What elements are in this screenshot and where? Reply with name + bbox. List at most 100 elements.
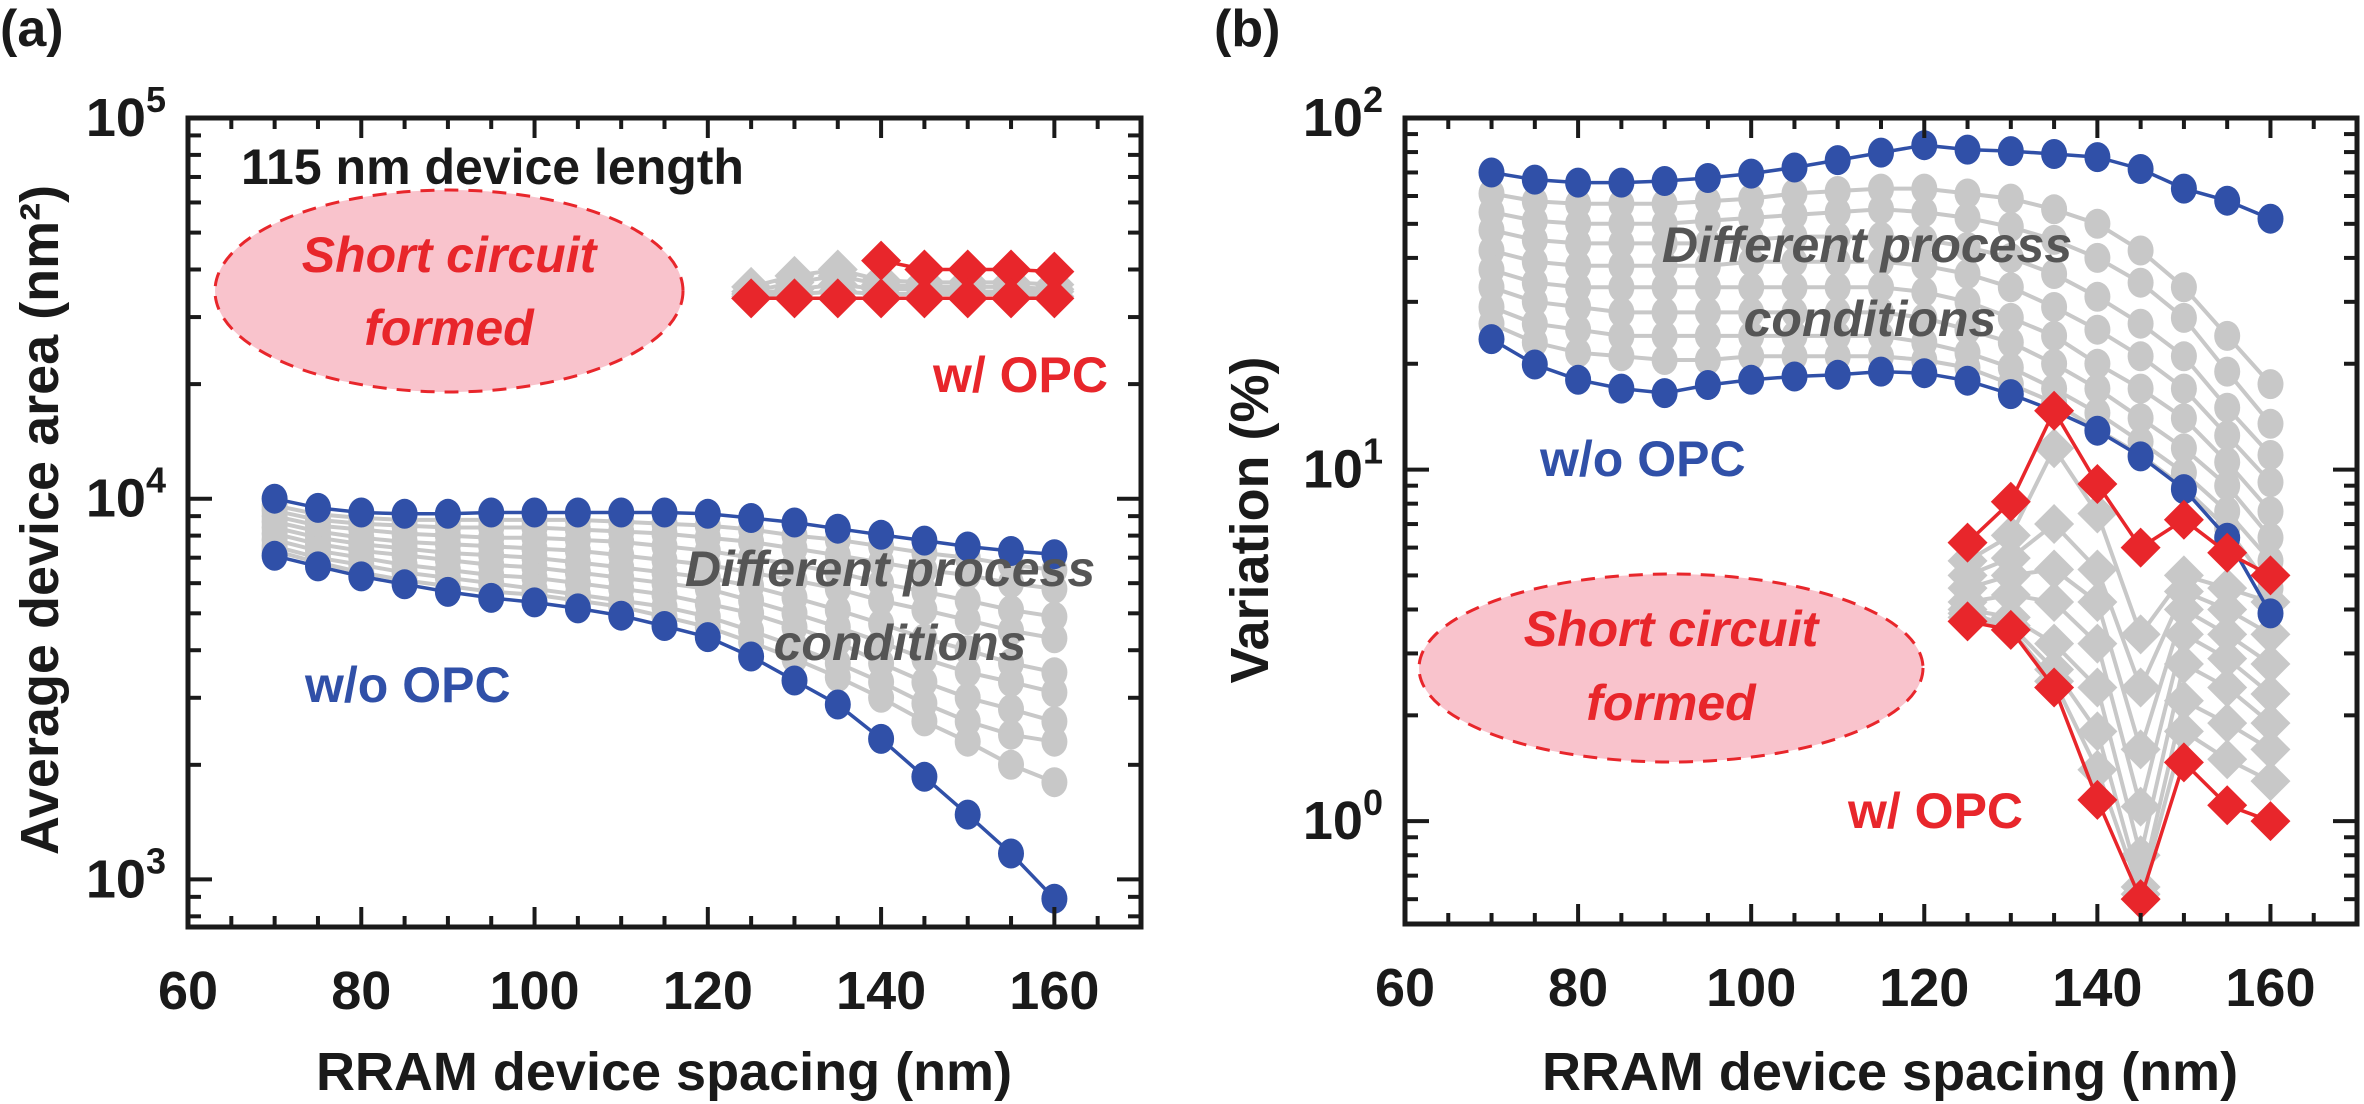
data-point-circle	[1911, 130, 1938, 161]
data-point-circle	[564, 497, 591, 528]
data-point-circle	[1651, 250, 1678, 281]
y-tick-label: 105	[86, 79, 166, 148]
data-point-diamond	[2163, 680, 2204, 721]
data-point-circle	[1911, 250, 1938, 281]
data-point-circle	[1911, 224, 1938, 255]
data-point-circle	[2084, 281, 2111, 312]
data-point-circle	[2170, 433, 2197, 464]
data-point-diamond	[2207, 589, 2248, 630]
data-point-circle	[954, 531, 981, 562]
plot-area-b	[1478, 130, 2291, 920]
data-point-circle	[2084, 348, 2111, 379]
data-point-circle	[954, 605, 981, 636]
data-point-circle	[2257, 369, 2284, 400]
data-point-diamond	[2250, 643, 2291, 684]
data-point-diamond	[2207, 614, 2248, 655]
data-point-circle	[1521, 327, 1548, 358]
x-tick-label: 60	[158, 961, 218, 1021]
data-point-circle	[1824, 297, 1851, 328]
data-point-circle	[868, 547, 895, 578]
wopc-label-b: w/ OPC	[1847, 783, 2023, 839]
data-point-circle	[305, 551, 331, 582]
data-point-diamond	[1990, 481, 2031, 522]
data-point-circle	[1041, 767, 1068, 798]
data-point-circle	[998, 536, 1024, 566]
data-point-circle	[911, 761, 938, 792]
data-point-circle	[2041, 259, 2068, 289]
wopc-label-a: w/ OPC	[932, 347, 1108, 403]
woopc-label-b: w/o OPC	[1539, 431, 1746, 487]
data-point-circle	[911, 643, 938, 674]
data-point-diamond	[861, 240, 902, 281]
data-point-circle	[1824, 359, 1851, 390]
data-point-diamond	[2207, 703, 2248, 744]
short-circuit-text-line2-b: formed	[1586, 675, 1757, 731]
data-point-circle	[1868, 221, 1894, 252]
data-point-diamond	[2250, 761, 2291, 802]
data-point-circle	[868, 519, 895, 550]
x-tick-label: 140	[2052, 958, 2142, 1018]
data-point-diamond	[2250, 674, 2291, 715]
data-point-circle	[1781, 361, 1808, 392]
ticks-a: 60 80 100 120 140 160 103 104 105	[86, 79, 1143, 1021]
data-point-circle	[1997, 302, 2024, 333]
data-point-diamond	[774, 278, 815, 319]
data-point-circle	[781, 665, 808, 696]
data-point-circle	[2127, 308, 2154, 339]
process-text-line2-b: conditions	[1744, 291, 1997, 347]
data-point-circle	[1911, 197, 1938, 228]
data-point-circle	[781, 507, 808, 538]
data-point-circle	[1651, 166, 1678, 196]
data-point-circle	[954, 682, 981, 713]
x-tick-label: 120	[1879, 958, 1969, 1018]
woopc-label-a: w/o OPC	[304, 657, 511, 713]
data-point-circle	[694, 622, 721, 653]
short-circuit-text-line2-a: formed	[364, 300, 535, 356]
data-point-circle	[1738, 224, 1765, 255]
data-point-circle	[2214, 356, 2241, 387]
data-point-diamond	[2034, 428, 2075, 469]
data-point-circle	[1478, 157, 1505, 188]
data-point-circle	[824, 513, 851, 544]
data-point-circle	[1738, 297, 1765, 328]
data-point-circle	[1781, 221, 1808, 252]
short-circuit-text-line1-b: Short circuit	[1524, 601, 1821, 657]
data-point-circle	[738, 641, 765, 672]
data-point-circle	[1997, 183, 2024, 214]
series-wopc-2	[731, 278, 1075, 319]
data-point-circle	[2127, 341, 2154, 372]
data-point-diamond	[2163, 643, 2204, 684]
data-point-circle	[348, 561, 375, 592]
data-point-circle	[954, 560, 981, 591]
data-point-circle	[1954, 202, 1981, 233]
data-point-circle	[1954, 365, 1981, 396]
data-point-circle	[1738, 272, 1765, 303]
data-point-circle	[1651, 272, 1678, 303]
data-point-circle	[998, 719, 1024, 750]
data-point-diamond	[2207, 739, 2248, 780]
data-point-circle	[824, 573, 851, 604]
data-point-circle	[1954, 231, 1981, 262]
data-point-circle	[261, 540, 288, 571]
data-point-circle	[651, 611, 678, 641]
x-tick-label: 60	[1375, 958, 1435, 1018]
data-point-diamond	[1990, 574, 2031, 615]
data-point-circle	[2214, 320, 2241, 351]
data-point-circle	[1694, 345, 1721, 375]
data-point-circle	[1694, 250, 1721, 281]
data-point-circle	[2041, 320, 2068, 351]
data-point-diamond	[2077, 749, 2118, 790]
data-point-circle	[911, 554, 938, 585]
data-point-circle	[998, 694, 1024, 725]
data-point-diamond	[1034, 251, 1075, 292]
data-point-circle	[2214, 447, 2241, 478]
data-point-circle	[1651, 378, 1678, 409]
data-point-circle	[1781, 178, 1808, 209]
data-point-circle	[2127, 235, 2154, 266]
data-point-diamond	[947, 278, 988, 319]
data-point-diamond	[2163, 711, 2204, 752]
data-point-circle	[1565, 337, 1592, 368]
series-wopc-gray-7	[1947, 597, 2291, 915]
data-point-circle	[608, 497, 635, 528]
data-point-diamond	[2034, 582, 2075, 623]
